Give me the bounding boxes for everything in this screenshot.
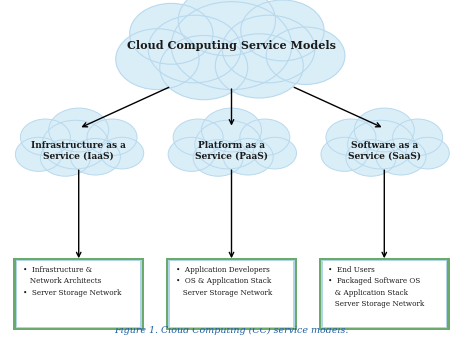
Circle shape xyxy=(87,119,137,155)
Circle shape xyxy=(173,119,223,155)
Circle shape xyxy=(215,34,303,98)
Circle shape xyxy=(116,29,199,90)
FancyBboxPatch shape xyxy=(319,258,450,330)
FancyBboxPatch shape xyxy=(323,261,445,327)
Circle shape xyxy=(168,137,215,171)
Circle shape xyxy=(148,15,241,83)
Text: Cloud Computing Service Models: Cloud Computing Service Models xyxy=(127,40,336,51)
Circle shape xyxy=(266,27,345,84)
Circle shape xyxy=(240,119,290,155)
Circle shape xyxy=(223,139,273,175)
Circle shape xyxy=(241,0,324,61)
Circle shape xyxy=(70,139,120,175)
FancyBboxPatch shape xyxy=(18,261,140,327)
Circle shape xyxy=(348,120,414,169)
Text: Infrastructure as a
Service (IaaS): Infrastructure as a Service (IaaS) xyxy=(31,141,126,160)
Text: •  Infrastructure &
   Network Architects
•  Server Storage Network: • Infrastructure & Network Architects • … xyxy=(23,266,121,297)
Circle shape xyxy=(20,119,70,155)
Circle shape xyxy=(40,140,90,176)
FancyBboxPatch shape xyxy=(13,258,144,330)
Circle shape xyxy=(160,35,248,100)
Circle shape xyxy=(178,0,275,56)
Text: Platform as a
Service (PaaS): Platform as a Service (PaaS) xyxy=(195,141,268,160)
Circle shape xyxy=(195,120,262,169)
Circle shape xyxy=(15,137,62,171)
Circle shape xyxy=(171,2,292,90)
FancyBboxPatch shape xyxy=(321,260,448,329)
Circle shape xyxy=(222,15,315,83)
Circle shape xyxy=(326,119,376,155)
Circle shape xyxy=(376,139,426,175)
Text: •  Application Developers
•  OS & Application Stack
   Server Storage Network: • Application Developers • OS & Applicat… xyxy=(176,266,272,297)
Circle shape xyxy=(346,140,396,176)
FancyBboxPatch shape xyxy=(166,258,297,330)
Circle shape xyxy=(253,137,296,169)
FancyBboxPatch shape xyxy=(169,260,295,329)
Circle shape xyxy=(321,137,368,171)
Circle shape xyxy=(42,120,109,169)
Text: •  End Users
•  Packaged Software OS
   & Application Stack
   Server Storage Ne: • End Users • Packaged Software OS & App… xyxy=(329,266,425,308)
Circle shape xyxy=(201,108,262,152)
Circle shape xyxy=(393,119,443,155)
FancyBboxPatch shape xyxy=(170,261,293,327)
Circle shape xyxy=(354,108,414,152)
Circle shape xyxy=(130,3,213,64)
Circle shape xyxy=(49,108,109,152)
Circle shape xyxy=(100,137,144,169)
Text: Software as a
Service (SaaS): Software as a Service (SaaS) xyxy=(348,141,421,160)
Text: Figure 1. Cloud Computing (CC) service models.: Figure 1. Cloud Computing (CC) service m… xyxy=(114,326,349,335)
Circle shape xyxy=(193,140,243,176)
FancyBboxPatch shape xyxy=(16,260,142,329)
Circle shape xyxy=(406,137,449,169)
